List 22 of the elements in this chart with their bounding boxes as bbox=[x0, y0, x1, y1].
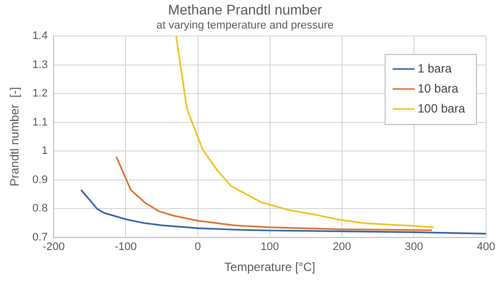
legend-label: 100 bara bbox=[418, 101, 466, 116]
y-tick-label: 0.7 bbox=[32, 231, 48, 244]
x-axis-title: Temperature [°C] bbox=[224, 260, 316, 274]
x-tick-label: 200 bbox=[332, 241, 352, 254]
y-tick-label: 1 bbox=[42, 145, 48, 158]
y-tick-label: 0.9 bbox=[32, 174, 48, 186]
x-tick-label: -200 bbox=[42, 241, 65, 254]
x-tick-label: 0 bbox=[194, 241, 201, 254]
legend-label: 10 bara bbox=[418, 81, 459, 96]
legend-label: 1 bara bbox=[418, 61, 452, 76]
x-tick-label: 300 bbox=[404, 241, 424, 254]
x-tick-label: -100 bbox=[114, 241, 137, 254]
y-tick-label: 1.1 bbox=[32, 116, 48, 128]
chart-subtitle: at varying temperature and pressure bbox=[156, 19, 334, 32]
y-tick-label: 1.3 bbox=[32, 58, 48, 71]
x-tick-label: 100 bbox=[260, 241, 280, 254]
y-tick-label: 1.2 bbox=[32, 88, 48, 100]
chart-title: Methane Prandtl number bbox=[168, 1, 322, 18]
y-axis-title: Prandtl number [-] bbox=[8, 87, 22, 186]
y-tick-label: 0.8 bbox=[32, 202, 48, 215]
y-tick-label: 1.4 bbox=[32, 30, 48, 42]
x-tick-label: 400 bbox=[476, 241, 496, 254]
